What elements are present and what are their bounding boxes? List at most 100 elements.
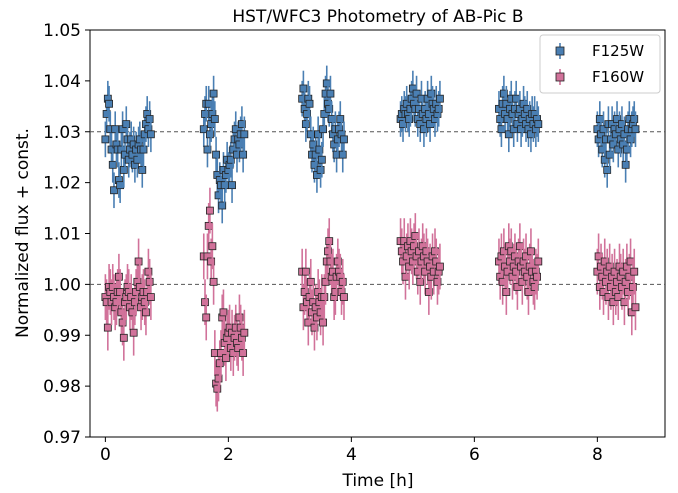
data-point: [622, 145, 631, 154]
data-point: [405, 115, 414, 123]
legend-marker: [555, 72, 565, 82]
y-tick-label: 1.01: [43, 225, 81, 245]
data-point: [105, 99, 113, 108]
data-point: [336, 115, 345, 123]
data-point: [202, 313, 211, 322]
data-point: [209, 277, 218, 286]
data-point: [534, 257, 543, 266]
y-axis: 0.97 0.98 0.99 1.00 1.01 1.02 1.03 1.04 1.05: [43, 21, 90, 448]
data-point: [333, 257, 342, 266]
data-point: [629, 283, 637, 291]
data-point: [235, 140, 244, 149]
y-tick-label: 0.98: [43, 377, 81, 397]
data-point: [314, 130, 323, 139]
data-point: [626, 135, 635, 144]
data-point: [436, 94, 444, 103]
data-point: [412, 89, 421, 98]
data-point: [214, 374, 223, 383]
data-point: [320, 293, 329, 301]
data-point: [527, 130, 535, 139]
data-point: [207, 257, 216, 266]
data-point: [222, 354, 230, 363]
data-point: [527, 247, 535, 256]
data-point: [117, 308, 126, 317]
data-point: [319, 125, 327, 134]
data-point: [610, 267, 619, 276]
data-point: [226, 155, 235, 164]
data-point: [239, 150, 248, 159]
data-point: [301, 120, 310, 129]
data-point: [436, 262, 444, 271]
data-point: [145, 115, 154, 123]
data-point: [110, 186, 118, 195]
data-point: [600, 257, 609, 266]
data-point: [240, 130, 249, 139]
data-point: [130, 298, 139, 307]
data-point: [201, 298, 209, 307]
data-point: [497, 125, 506, 134]
data-point: [410, 242, 418, 251]
data-point: [300, 288, 309, 296]
data-point: [204, 221, 213, 230]
data-point: [116, 181, 125, 190]
plot-area: 0 2 4 6 8 0.97 0.98 0.99 1.00 1.01 1.02 1.03 1.04 1.…: [43, 21, 666, 465]
data-point: [599, 125, 608, 134]
data-point: [631, 125, 640, 134]
data-point: [416, 277, 425, 286]
data-point: [119, 333, 128, 342]
data-point: [530, 283, 539, 291]
series-F125W: [101, 65, 640, 224]
data-point: [411, 232, 420, 240]
y-tick-label: 1.05: [43, 21, 81, 41]
data-point: [139, 145, 148, 154]
data-point: [420, 125, 428, 134]
data-point: [326, 89, 335, 98]
data-point: [399, 120, 407, 129]
data-point: [208, 242, 217, 251]
y-axis-label: Normalized flux + const.: [13, 128, 33, 338]
legend: F125W F160W: [539, 34, 661, 94]
data-point: [108, 160, 117, 169]
data-point: [142, 308, 150, 317]
data-point: [518, 277, 527, 286]
data-point: [203, 145, 212, 154]
chart-title: HST/WFC3 Photometry of AB-Pic B: [232, 7, 523, 27]
data-point: [209, 89, 218, 98]
data-point: [515, 242, 524, 251]
data-point: [204, 99, 213, 108]
data-point: [631, 303, 640, 312]
legend-label: F160W: [592, 68, 644, 86]
legend-marker: [555, 46, 565, 56]
data-point: [340, 293, 348, 301]
data-point: [206, 130, 214, 139]
data-point: [219, 308, 228, 317]
legend-label: F125W: [592, 42, 644, 60]
data-point: [215, 359, 224, 368]
data-point: [138, 166, 147, 174]
data-point: [129, 328, 138, 337]
data-point: [533, 272, 541, 281]
data-point: [609, 140, 618, 149]
data-point: [499, 89, 508, 98]
data-point: [319, 318, 327, 327]
y-tick-label: 1.04: [43, 72, 81, 92]
y-tick-label: 1.03: [43, 123, 81, 143]
data-point: [220, 181, 229, 190]
x-tick-label: 6: [469, 445, 480, 465]
data-point: [315, 145, 324, 154]
data-point: [621, 160, 630, 169]
data-point: [213, 384, 222, 393]
data-point: [206, 206, 214, 215]
data-point: [401, 272, 410, 281]
data-point: [112, 298, 121, 307]
data-point: [305, 99, 314, 108]
x-axis: 0 2 4 6 8: [100, 437, 603, 465]
data-point: [424, 288, 433, 296]
data-point: [212, 150, 220, 159]
data-point: [338, 150, 347, 159]
data-point: [133, 155, 142, 164]
series-F160W: [101, 187, 640, 412]
data-point: [431, 247, 439, 256]
data-point: [144, 267, 153, 276]
